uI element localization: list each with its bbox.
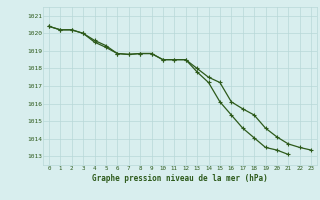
- X-axis label: Graphe pression niveau de la mer (hPa): Graphe pression niveau de la mer (hPa): [92, 174, 268, 183]
